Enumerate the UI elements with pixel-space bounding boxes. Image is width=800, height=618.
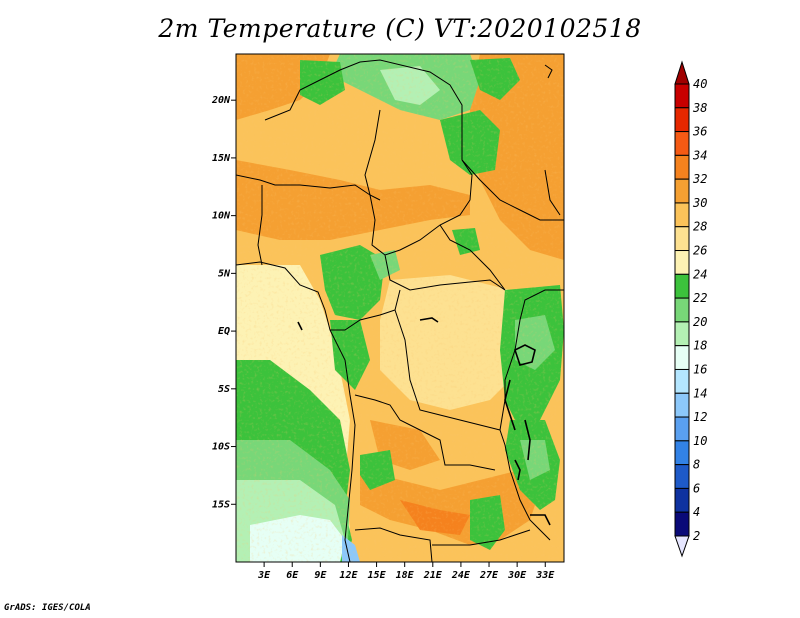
lat-axis: 20N 15N 10N 5N EQ 5S 10S 15S <box>211 95 236 510</box>
colorbar-label: 12 <box>693 410 707 424</box>
lat-tick-label: 10S <box>212 442 230 453</box>
lon-tick-label: 30E <box>507 570 527 581</box>
colorbar-label: 32 <box>692 172 707 186</box>
colorbar-label: 16 <box>693 362 707 376</box>
lon-tick-label: 18E <box>396 570 415 581</box>
chart-title: 2m Temperature (C) VT:2020102518 <box>158 14 642 43</box>
colorbar-swatch <box>674 178 690 204</box>
colorbar-label: 10 <box>693 434 707 448</box>
lon-tick-label: 27E <box>479 570 499 581</box>
colorbar-label: 40 <box>693 77 707 91</box>
credit-label: GrADS: IGES/COLA <box>4 603 91 613</box>
lat-tick-label: 5N <box>218 268 231 279</box>
lat-tick-label: EQ <box>218 326 230 337</box>
colorbar-swatch <box>674 107 690 133</box>
colorbar-label: 18 <box>693 339 707 353</box>
lon-tick-label: 12E <box>339 570 358 581</box>
colorbar-swatch <box>674 273 690 299</box>
temperature-field <box>236 54 564 562</box>
lat-tick-label: 15N <box>212 153 231 164</box>
colorbar: 40 38 36 34 32 30 28 26 24 22 20 18 16 14 12 10 8 6 4 2 <box>674 60 707 558</box>
colorbar-swatch <box>674 464 690 489</box>
colorbar-label: 6 <box>693 481 700 495</box>
lakes-and-rivers <box>297 317 551 526</box>
colorbar-swatch <box>674 511 690 537</box>
colorbar-label: 38 <box>692 101 707 115</box>
lon-tick-label: 33E <box>535 570 555 581</box>
colorbar-bottom-arrow <box>674 535 690 558</box>
colorbar-swatch <box>674 226 690 252</box>
lon-tick-label: 24E <box>451 570 471 581</box>
colorbar-swatch <box>674 131 690 156</box>
colorbar-label: 36 <box>692 125 707 139</box>
plot-frame <box>235 53 565 563</box>
country-borders <box>236 59 564 562</box>
lat-tick-label: 10N <box>212 211 231 222</box>
lat-tick-label: 20N <box>211 95 231 106</box>
colorbar-label: 14 <box>693 386 707 400</box>
colorbar-label: 26 <box>693 244 707 258</box>
lat-tick-label: 5S <box>218 384 230 395</box>
colorbar-swatch <box>674 487 690 513</box>
colorbar-swatch <box>674 202 690 228</box>
lon-tick-label: 3E <box>257 570 271 581</box>
colorbar-label: 30 <box>692 196 707 210</box>
colorbar-swatch <box>674 321 690 347</box>
lon-tick-label: 21E <box>423 570 443 581</box>
colorbar-label: 24 <box>693 267 707 281</box>
colorbar-swatch <box>674 440 690 466</box>
colorbar-swatch <box>674 297 690 323</box>
lon-tick-label: 15E <box>368 570 387 581</box>
colorbar-label: 2 <box>693 529 700 543</box>
lon-tick-label: 9E <box>314 570 327 581</box>
colorbar-swatch <box>674 154 690 180</box>
colorbar-swatch <box>674 83 690 109</box>
colorbar-swatch <box>674 368 690 394</box>
colorbar-label: 8 <box>693 458 700 472</box>
colorbar-label: 34 <box>692 148 707 162</box>
colorbar-swatch <box>674 392 690 418</box>
colorbar-swatch <box>674 250 690 275</box>
colorbar-swatch <box>674 345 690 370</box>
lon-tick-label: 6E <box>286 570 299 581</box>
lat-tick-label: 15S <box>212 499 230 510</box>
colorbar-label: 4 <box>693 505 700 519</box>
colorbar-label: 28 <box>693 220 707 234</box>
colorbar-swatch <box>674 416 690 442</box>
colorbar-label: 22 <box>693 291 707 305</box>
colorbar-label: 20 <box>693 315 707 329</box>
lon-axis: 3E 6E 9E 12E 15E 18E 21E 24E 27E 30E 33E <box>257 562 555 581</box>
colorbar-top-arrow <box>674 60 690 85</box>
